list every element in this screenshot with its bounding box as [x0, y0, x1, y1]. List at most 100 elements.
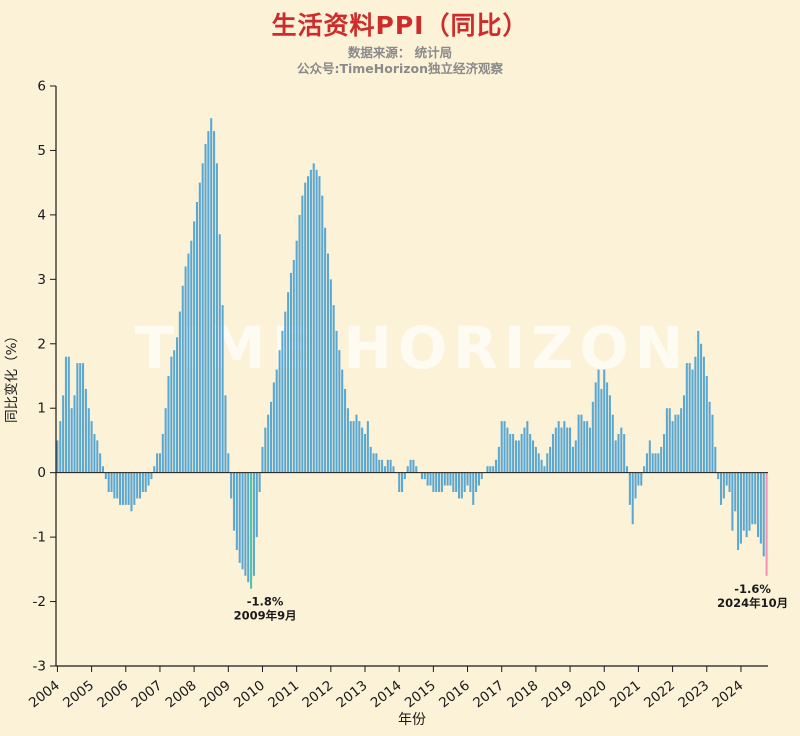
bar: [398, 473, 400, 492]
bar: [680, 408, 682, 472]
y-tick-label: 1: [37, 401, 46, 417]
bar: [683, 395, 685, 472]
bar: [560, 428, 562, 473]
bar: [142, 473, 144, 492]
y-tick-label: -1: [33, 530, 46, 546]
bar: [392, 466, 394, 472]
x-tick-label: 2009: [197, 678, 234, 712]
bar: [652, 453, 654, 472]
bar: [461, 473, 463, 499]
bar: [65, 357, 67, 473]
bar: [256, 473, 258, 537]
x-tick-label: 2020: [573, 678, 610, 712]
bar: [213, 131, 215, 473]
bar: [96, 440, 98, 472]
bar: [122, 473, 124, 505]
bar: [290, 273, 292, 473]
bar: [173, 350, 175, 472]
bar: [276, 370, 278, 473]
bar: [384, 466, 386, 472]
bar: [523, 428, 525, 473]
bar: [330, 279, 332, 472]
bar: [427, 473, 429, 486]
bar: [358, 421, 360, 473]
bar: [145, 473, 147, 492]
bar: [165, 408, 167, 472]
bar: [244, 473, 246, 576]
bar: [139, 473, 141, 499]
x-tick-label: 2023: [675, 678, 712, 712]
bar: [378, 460, 380, 473]
bar: [748, 473, 750, 531]
bar: [202, 163, 204, 472]
bar: [222, 305, 224, 473]
bar: [133, 473, 135, 505]
x-tick-label: 2017: [470, 678, 507, 712]
bar: [85, 389, 87, 473]
bar: [102, 466, 104, 472]
bar: [148, 473, 150, 486]
bar: [512, 434, 514, 473]
annotation-value: -1.6%: [734, 582, 771, 596]
x-tick-label: 2006: [94, 678, 131, 712]
bar: [187, 254, 189, 473]
bar: [287, 292, 289, 472]
bar: [390, 460, 392, 473]
x-axis-label: 年份: [398, 712, 426, 728]
bar: [128, 473, 130, 505]
bar: [558, 421, 560, 473]
bar: [515, 440, 517, 472]
bar: [296, 241, 298, 473]
y-tick-label: 0: [37, 465, 46, 481]
bar: [731, 473, 733, 531]
bar: [464, 473, 466, 492]
bar: [193, 221, 195, 472]
bar: [111, 473, 113, 492]
bar: [612, 415, 614, 473]
bar: [62, 395, 64, 472]
bar: [341, 370, 343, 473]
bar: [279, 350, 281, 472]
bar: [182, 286, 184, 473]
bar: [723, 473, 725, 499]
bar: [310, 170, 312, 473]
bar: [264, 428, 266, 473]
bar: [546, 453, 548, 472]
bar: [447, 473, 449, 486]
bar: [401, 473, 403, 492]
bar: [236, 473, 238, 550]
bar: [663, 434, 665, 473]
bar: [344, 389, 346, 473]
y-axis-label: 同比变化（%）: [4, 329, 20, 423]
bar: [301, 196, 303, 473]
x-tick-label: 2010: [231, 678, 268, 712]
bar: [763, 473, 765, 557]
bar: [293, 260, 295, 473]
bar: [196, 202, 198, 473]
bar: [68, 357, 70, 473]
bar: [259, 473, 261, 492]
chart-header: 生活资料PPI（同比） 数据来源： 统计局 公众号:TimeHorizon独立经…: [0, 0, 800, 78]
y-tick-label: 4: [37, 207, 46, 223]
bar: [361, 428, 363, 473]
bar: [623, 434, 625, 473]
bar: [692, 370, 694, 473]
bar: [615, 440, 617, 472]
bar: [73, 395, 75, 472]
bar: [737, 473, 739, 550]
bar: [609, 395, 611, 472]
bar: [336, 331, 338, 473]
bar: [415, 466, 417, 472]
bar: [754, 473, 756, 525]
bar: [71, 408, 73, 472]
bar: [541, 460, 543, 473]
bar: [600, 389, 602, 473]
bar: [113, 473, 115, 499]
y-tick-label: 6: [37, 79, 46, 95]
bar: [150, 473, 152, 479]
bar: [674, 415, 676, 473]
bar: [535, 447, 537, 473]
bar: [412, 460, 414, 473]
bar: [242, 473, 244, 570]
